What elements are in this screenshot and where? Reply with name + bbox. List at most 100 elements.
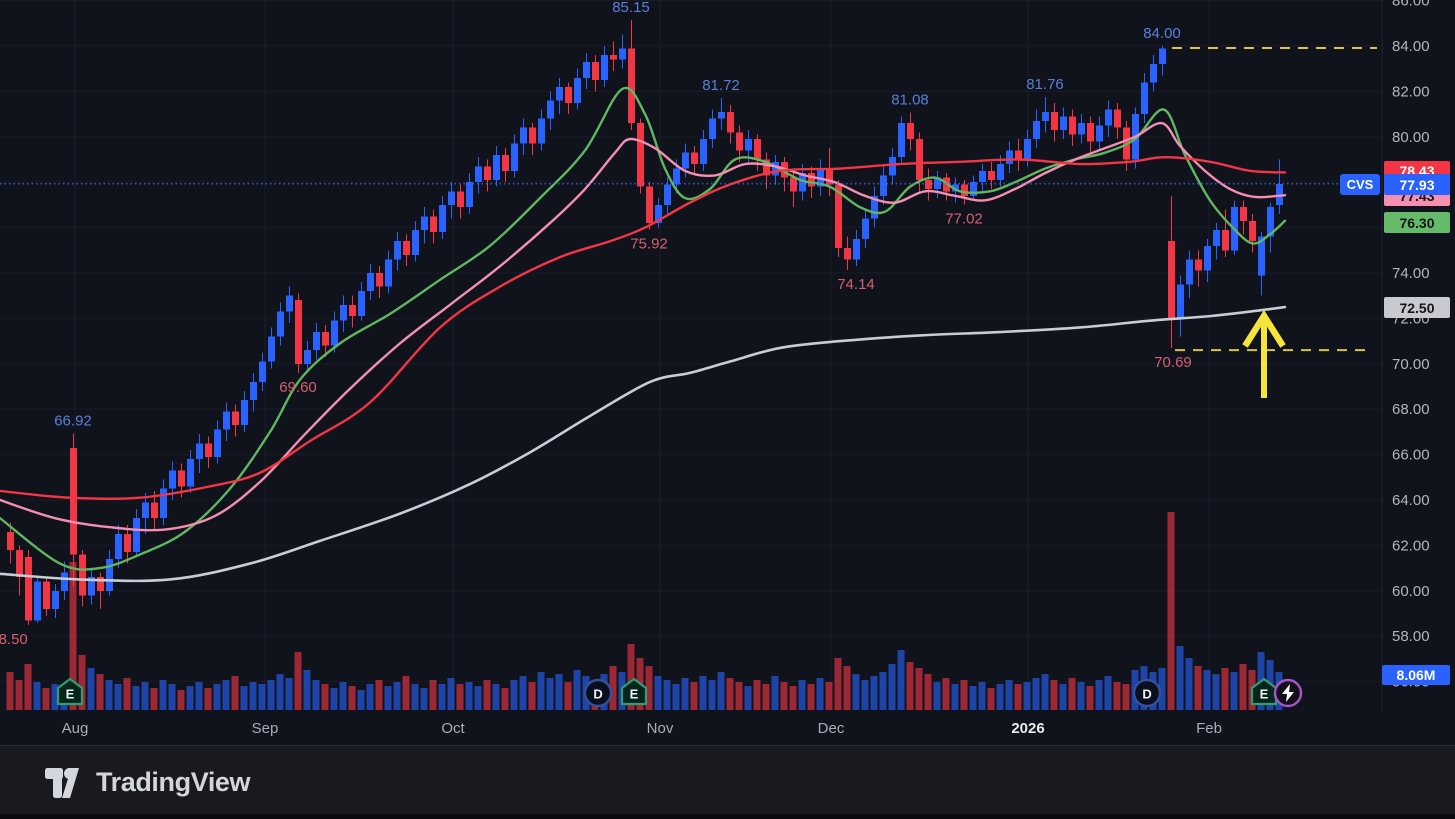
volume-bar [726,678,734,710]
candle-body [835,184,842,249]
volume-bar [222,680,230,710]
volume-bar [303,670,311,710]
svg-text:E: E [66,687,75,702]
volume-bar [447,678,455,710]
candle-body [268,336,275,362]
volume-bar [789,686,797,710]
candle-body [682,152,689,169]
high-price-annotation: 81.76 [1026,76,1064,93]
candle-body [970,182,977,196]
candle-body [772,161,779,176]
time-axis-label[interactable]: Sep [252,720,279,737]
volume-bar [339,682,347,710]
time-axis-label[interactable]: Feb [1196,720,1222,737]
dividend-badge-icon[interactable]: D [583,678,613,708]
volume-bar [915,668,923,710]
volume-bar [1041,674,1049,710]
candle-body [241,400,248,426]
candle-body [583,61,590,78]
candle-body [673,168,680,185]
live-earnings-flash-icon[interactable] [1273,678,1303,708]
earnings-badge-icon[interactable]: E [56,677,84,706]
volume-bar [762,684,770,710]
volume-bar [699,676,707,710]
price-axis-tick[interactable]: 60.00 [1392,583,1430,600]
candle-body [88,577,95,596]
candle-body [331,320,338,346]
volume-bar [555,674,563,710]
candle-body [1069,116,1076,135]
volume-bar [357,690,365,710]
price-axis-tick[interactable]: 80.00 [1392,129,1430,146]
ma-long-white-line[interactable] [0,305,1287,583]
volume-bar [186,686,194,710]
candle-body [637,123,644,187]
candle-body [610,55,617,60]
volume-bar [1086,686,1094,710]
volume-bar [753,680,761,710]
candle-body [1213,229,1220,246]
time-axis-label[interactable]: Aug [62,720,89,737]
candle-body [1105,109,1112,126]
candle-body [862,218,869,239]
volume-bar [204,688,212,710]
dividend-badge-icon[interactable]: D [1132,678,1162,708]
candle-body [484,166,491,180]
volume-bar [429,680,437,710]
candle-body [250,381,257,401]
price-axis-tick[interactable]: 64.00 [1392,492,1430,509]
volume-bar [24,664,32,710]
candle-body [601,55,608,81]
candle-body [79,554,86,596]
earnings-badge-icon[interactable]: E [620,677,648,706]
arrow-up-drawing-head[interactable] [1242,309,1286,348]
candle-body [133,518,140,553]
candle-body [925,179,932,190]
candle-body [592,61,599,81]
volume-bar [42,688,50,710]
candle-body [376,273,383,287]
volume-bar [1077,682,1085,710]
price-axis-tick[interactable]: 86.00 [1392,0,1430,10]
candle-body [826,168,833,185]
price-axis-tick[interactable]: 66.00 [1392,447,1430,464]
volume-bar [330,688,338,710]
time-axis-label[interactable]: Oct [441,720,465,737]
volume-bar [735,682,743,710]
price-axis-tick[interactable]: 82.00 [1392,83,1430,100]
earnings-badge-icon[interactable]: E [1250,677,1278,706]
footer: TradingView [0,745,1455,819]
volume-bar [231,676,239,710]
candle-body [196,443,203,460]
volume-bar [1050,680,1058,710]
price-axis-tick[interactable]: 62.00 [1392,537,1430,554]
price-axis-tick[interactable]: 70.00 [1392,356,1430,373]
time-axis-label[interactable]: Nov [647,720,674,737]
candle-body [475,166,482,183]
candle-body [844,248,851,260]
volume-bar [771,676,779,710]
ma-mid-pink-line[interactable] [0,121,1287,532]
volume-tag: 8.06M [1382,665,1450,685]
candle-body [979,170,986,183]
chart-canvas[interactable]: 58.50 66.92 69.60 85.15 75.92 81.72 74.14 81.08… [0,0,1455,745]
candle-body [529,127,536,144]
svg-text:D: D [593,687,602,702]
price-axis-tick[interactable]: 68.00 [1392,401,1430,418]
candle-body [655,204,662,224]
price-axis-tick[interactable]: 84.00 [1392,38,1430,55]
ma-slow-red-line[interactable] [0,156,1287,501]
volume-bar [888,664,896,710]
candle-body [961,184,968,196]
volume-bar [384,686,392,710]
candle-body [1168,241,1175,319]
price-axis-tick[interactable]: 58.00 [1392,628,1430,645]
candle-body [502,154,509,171]
volume-bar [267,680,275,710]
volume-bar [240,686,248,710]
price-axis-tick[interactable]: 74.00 [1392,265,1430,282]
tradingview-logo-icon[interactable] [44,765,86,801]
time-axis-label[interactable]: Dec [818,720,845,737]
time-axis-label[interactable]: 2026 [1011,720,1044,737]
